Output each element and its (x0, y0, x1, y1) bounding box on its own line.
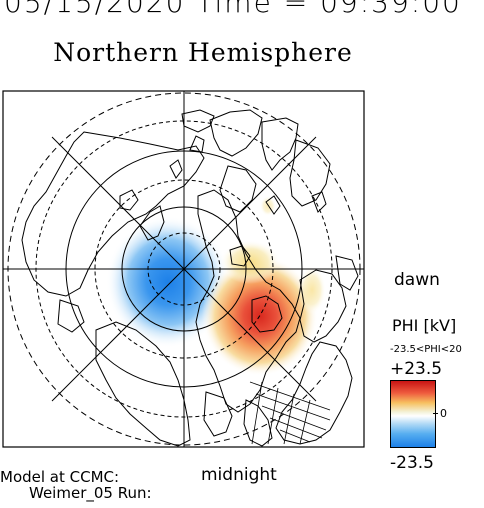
colorbar-title: PHI [kV] (392, 316, 457, 335)
colorbar-min-label: -23.5 (390, 453, 434, 473)
map-frame (2, 90, 365, 448)
colorbar (390, 380, 436, 448)
dawn-label: dawn (394, 270, 440, 290)
model-label: Model at CCMC: (0, 468, 120, 486)
colorbar-range: -23.5<PHI<20 (390, 344, 462, 355)
colorbar-max-label: +23.5 (390, 359, 443, 379)
polar-map (2, 90, 365, 448)
meridians (3, 91, 364, 447)
plot-title: Northern Hemisphere (53, 38, 353, 67)
state-borders (249, 381, 331, 445)
colorbar-zero-label: 0 (440, 407, 447, 420)
run-label: Weimer_05 Run: (29, 484, 152, 502)
colorbar-zero-tick (433, 413, 438, 414)
date-time-header: 05/15/2020 Time = 09:39:00 (4, 0, 462, 19)
midnight-label: midnight (201, 465, 277, 485)
